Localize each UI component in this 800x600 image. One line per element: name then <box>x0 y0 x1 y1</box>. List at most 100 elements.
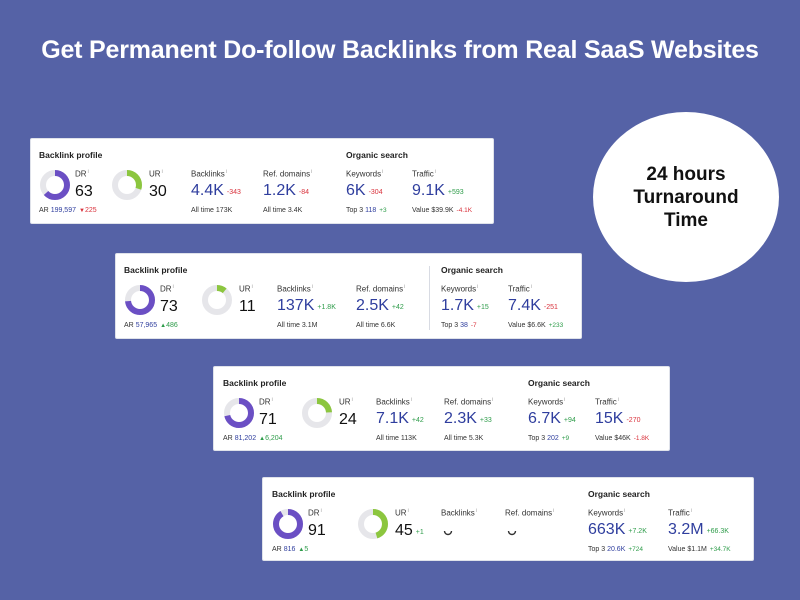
backlinks-label: Backlinksi <box>441 508 477 518</box>
traffic-value[interactable]: 3.2M +66.3K <box>668 521 729 539</box>
backlinks-label: Backlinksi <box>277 284 313 294</box>
backlinks-number[interactable]: 137K <box>277 297 315 314</box>
keywords-sub-value[interactable]: 118 <box>365 207 377 214</box>
ar-row: AR 199,597 ▼225 <box>39 207 97 214</box>
backlinks-label-text: Backlinks <box>441 508 475 518</box>
traffic-value[interactable]: 9.1K +593 <box>412 182 464 200</box>
backlinks-sub-value: 173K <box>215 207 233 214</box>
keywords-sub-delta: +9 <box>561 435 570 442</box>
info-icon[interactable]: i <box>553 508 555 514</box>
keywords-sub-value[interactable]: 20.6K <box>607 546 626 553</box>
ur-value: 24 <box>339 411 357 429</box>
ur-label-text: UR <box>239 284 251 294</box>
dr-ring-icon-fill <box>40 170 70 200</box>
info-icon[interactable]: i <box>492 397 494 403</box>
info-icon[interactable]: i <box>404 284 406 290</box>
keywords-number[interactable]: 6.7K <box>528 410 561 427</box>
backlinks-number[interactable]: 7.1K <box>376 410 409 427</box>
keywords-label: Keywordsi <box>441 284 478 294</box>
ar-row: AR 57,965 ▲486 <box>124 322 178 329</box>
info-icon[interactable]: i <box>407 508 409 514</box>
keywords-number[interactable]: 1.7K <box>441 297 474 314</box>
traffic-number[interactable]: 3.2M <box>668 521 704 538</box>
traffic-value[interactable]: 7.4K -251 <box>508 297 558 315</box>
info-icon[interactable]: i <box>617 397 619 403</box>
keywords-sub: Top 3 202 +9 <box>528 435 569 442</box>
ref-domains-number[interactable]: 2.5K <box>356 297 389 314</box>
info-icon[interactable]: i <box>311 284 313 290</box>
info-icon[interactable]: i <box>172 284 174 290</box>
dr-ring-icon <box>40 170 70 200</box>
dr-label-text: DR <box>160 284 172 294</box>
info-icon[interactable]: i <box>382 169 384 175</box>
ar-value[interactable]: 199,597 <box>50 207 76 214</box>
info-icon[interactable]: i <box>410 397 412 403</box>
traffic-number[interactable]: 15K <box>595 410 624 427</box>
keywords-sub-label: Top 3 <box>346 207 364 214</box>
backlinks-sub-value: 113K <box>400 435 417 442</box>
keywords-label: Keywordsi <box>528 397 565 407</box>
traffic-delta: -270 <box>626 417 641 424</box>
backlinks-sub: All time 3.1M <box>277 322 317 329</box>
info-icon[interactable]: i <box>251 284 253 290</box>
ref-domains-label-text: Ref. domains <box>505 508 553 518</box>
info-icon[interactable]: i <box>530 284 532 290</box>
traffic-number[interactable]: 9.1K <box>412 182 445 199</box>
ref-domains-number[interactable]: 2.3K <box>444 410 477 427</box>
ar-value[interactable]: 57,965 <box>135 322 158 329</box>
ref-domains-sub-label: All time <box>263 207 286 214</box>
keywords-sub-value[interactable]: 202 <box>547 435 559 442</box>
info-icon[interactable]: i <box>564 397 566 403</box>
keywords-label: Keywordsi <box>346 169 383 179</box>
ur-label-text: UR <box>149 169 161 179</box>
backlinks-label-text: Backlinks <box>376 397 410 407</box>
info-icon[interactable]: i <box>161 169 163 175</box>
keywords-value[interactable]: 663K +7.2K <box>588 521 647 539</box>
keywords-number[interactable]: 6K <box>346 182 366 199</box>
ref-domains-value[interactable]: 2.3K +33 <box>444 410 492 428</box>
dr-ring-icon-fill <box>125 285 155 315</box>
info-icon[interactable]: i <box>271 397 273 403</box>
backlinks-value[interactable]: 4.4K -343 <box>191 182 241 200</box>
ur-number: 11 <box>239 298 256 315</box>
info-icon[interactable]: i <box>311 169 313 175</box>
backlinks-sub-label: All time <box>277 322 300 329</box>
backlinks-sub: All time 173K <box>191 207 232 214</box>
info-icon[interactable]: i <box>690 508 692 514</box>
traffic-sub: Value $1.1M +34.7K <box>668 546 731 553</box>
ref-domains-value[interactable]: 1.2K -84 <box>263 182 309 200</box>
info-icon[interactable]: i <box>477 284 479 290</box>
traffic-sub: Value $6.6K +233 <box>508 322 563 329</box>
ur-number: 24 <box>339 411 357 428</box>
ref-domains-number[interactable]: 1.2K <box>263 182 296 199</box>
info-icon[interactable]: i <box>225 169 227 175</box>
ref-domains-value[interactable]: 2.5K +42 <box>356 297 404 315</box>
ar-value[interactable]: 816 <box>283 546 296 553</box>
info-icon[interactable]: i <box>320 508 322 514</box>
info-icon[interactable]: i <box>434 169 436 175</box>
backlinks-number[interactable]: 4.4K <box>191 182 224 199</box>
keywords-value[interactable]: 6K -304 <box>346 182 383 200</box>
ar-label: AR <box>223 435 233 442</box>
info-icon[interactable]: i <box>87 169 89 175</box>
dr-label-text: DR <box>308 508 320 518</box>
backlinks-sub: All time 113K <box>376 435 417 442</box>
info-icon[interactable]: i <box>351 397 353 403</box>
traffic-label: Traffici <box>595 397 619 407</box>
info-icon[interactable]: i <box>624 508 626 514</box>
ar-value[interactable]: 81,202 <box>234 435 257 442</box>
ar-delta: 486 <box>166 322 178 329</box>
keywords-sub-value[interactable]: 38 <box>460 322 468 329</box>
keywords-value[interactable]: 6.7K +94 <box>528 410 576 428</box>
backlinks-value[interactable]: 137K +1.8K <box>277 297 336 315</box>
ur-ring-icon-track <box>202 285 232 315</box>
backlinks-value[interactable]: 7.1K +42 <box>376 410 424 428</box>
section-divider <box>429 266 430 330</box>
keywords-number[interactable]: 663K <box>588 521 626 538</box>
traffic-value[interactable]: 15K -270 <box>595 410 640 428</box>
traffic-sub-delta: +34.7K <box>709 546 731 553</box>
keywords-value[interactable]: 1.7K +15 <box>441 297 489 315</box>
info-icon[interactable]: i <box>475 508 477 514</box>
ref-domains-label: Ref. domainsi <box>444 397 493 407</box>
traffic-number[interactable]: 7.4K <box>508 297 541 314</box>
